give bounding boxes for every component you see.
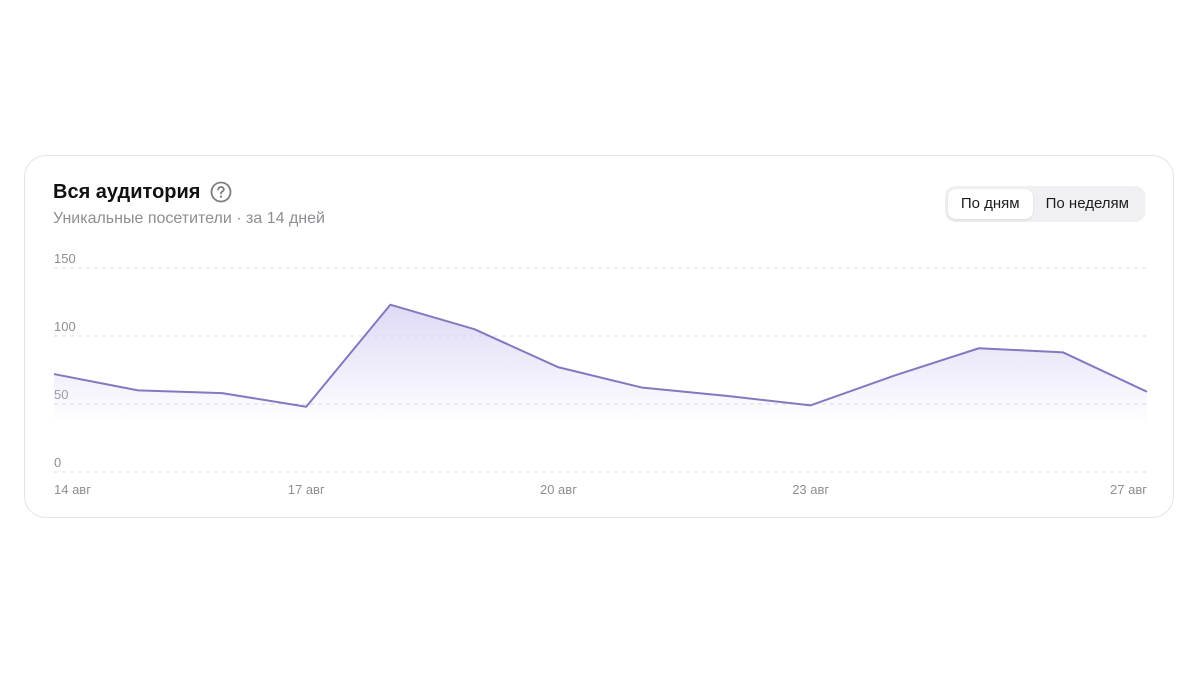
data-point[interactable] xyxy=(1060,349,1066,355)
card-header: Вся аудитория xyxy=(53,180,232,204)
data-point[interactable] xyxy=(471,326,477,332)
data-point[interactable] xyxy=(51,371,57,377)
question-circle-icon[interactable] xyxy=(210,181,232,203)
data-point[interactable] xyxy=(219,390,225,396)
card-title: Вся аудитория xyxy=(53,181,201,203)
x-tick-label: 27 авг xyxy=(1110,482,1147,497)
y-tick-label: 100 xyxy=(54,319,76,334)
data-point[interactable] xyxy=(387,302,393,308)
x-tick-label: 14 авг xyxy=(54,482,91,497)
x-tick-label: 23 авг xyxy=(792,482,829,497)
data-point[interactable] xyxy=(640,385,646,391)
series-line xyxy=(53,303,1148,408)
y-tick-label: 0 xyxy=(54,455,61,470)
data-point[interactable] xyxy=(135,387,141,393)
data-point[interactable] xyxy=(808,402,814,408)
toggle-by-days[interactable]: По дням xyxy=(947,189,1033,219)
data-point[interactable] xyxy=(724,393,730,399)
toggle-by-weeks[interactable]: По неделям xyxy=(1045,195,1129,212)
data-point[interactable] xyxy=(1144,389,1150,395)
data-point[interactable] xyxy=(303,404,309,410)
data-point[interactable] xyxy=(892,372,898,378)
x-tick-label: 20 авг xyxy=(540,482,577,497)
y-tick-label: 150 xyxy=(54,251,76,266)
audience-card: Вся аудитория Уникальные посетители · за… xyxy=(24,155,1174,518)
data-point[interactable] xyxy=(555,364,561,370)
period-toggle: По дням По неделям xyxy=(944,186,1145,222)
x-tick-label: 17 авг xyxy=(288,482,325,497)
card-subtitle: Уникальные посетители · за 14 дней xyxy=(53,210,325,227)
data-point[interactable] xyxy=(976,345,982,351)
series-area xyxy=(54,304,1147,425)
